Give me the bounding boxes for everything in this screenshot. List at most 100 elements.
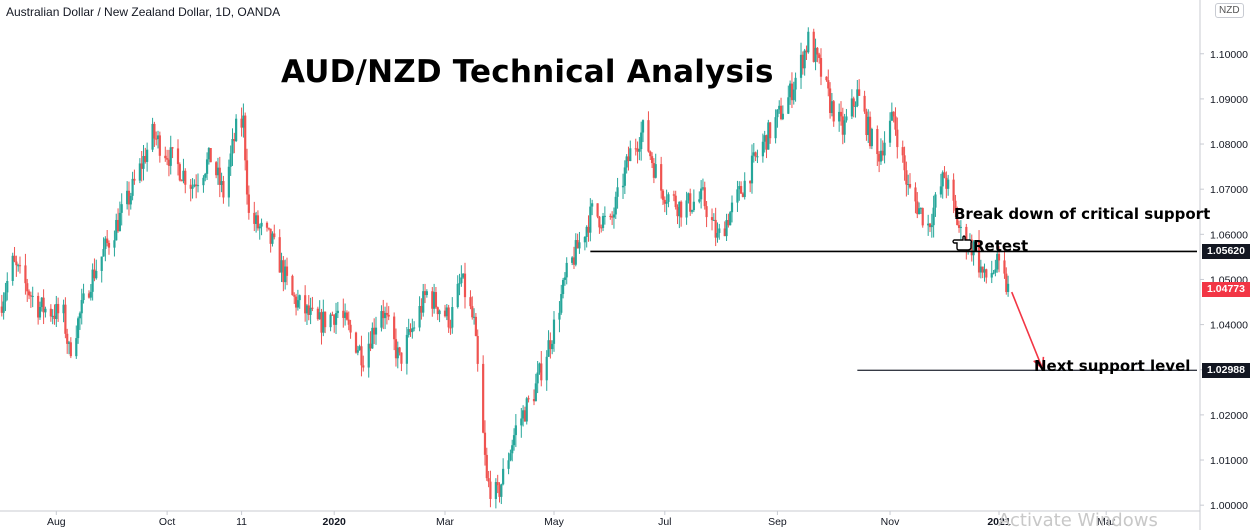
down-candle: [369, 331, 372, 352]
down-candle: [349, 319, 352, 339]
arrow-shaft: [1010, 291, 1044, 370]
time-tick-label: May: [544, 516, 565, 528]
up-candle: [601, 212, 605, 232]
down-candle: [703, 181, 706, 210]
up-candle: [941, 170, 944, 199]
down-candle: [256, 210, 260, 231]
up-candle: [235, 114, 238, 143]
time-axis[interactable]: Aug Oct 11 2020 Mar May Jul Sep Nov 2021 Mar: [0, 510, 1200, 528]
down-candle: [650, 152, 654, 168]
down-candle: [894, 107, 897, 136]
up-candle: [736, 180, 739, 212]
down-candle: [420, 298, 423, 320]
up-candle: [514, 414, 517, 448]
down-candle: [714, 207, 717, 247]
up-candle: [756, 149, 759, 164]
down-candle: [661, 189, 665, 205]
down-candle: [705, 201, 708, 228]
up-candle: [231, 128, 234, 166]
price-tick-label: 1.04000: [1210, 320, 1248, 332]
time-tick-label: 11: [236, 516, 247, 528]
up-candle: [623, 160, 626, 195]
up-candle: [260, 218, 263, 236]
down-candle: [647, 111, 650, 153]
time-tick-label: 2021: [987, 516, 1011, 528]
up-candle: [336, 301, 339, 318]
up-candle: [888, 112, 892, 147]
up-candle: [692, 189, 695, 213]
up-candle: [169, 135, 172, 175]
down-candle: [868, 111, 872, 149]
up-candle: [196, 173, 200, 193]
down-candle: [195, 174, 198, 199]
price-axis[interactable]: 1.100001.090001.080001.070001.060001.050…: [1199, 0, 1248, 530]
up-candle: [40, 296, 43, 312]
up-candle: [502, 458, 505, 486]
down-candle: [158, 131, 161, 163]
down-candle: [354, 331, 358, 354]
price-tick-label: 1.07000: [1210, 184, 1248, 196]
up-candle: [565, 257, 568, 285]
up-candle: [113, 230, 116, 257]
up-candle: [75, 325, 78, 359]
down-candle: [598, 215, 601, 234]
up-candle: [979, 259, 982, 279]
down-candle: [652, 158, 655, 184]
down-candle: [549, 332, 552, 359]
down-candle: [345, 310, 349, 321]
down-candle: [362, 355, 365, 372]
down-candle: [905, 161, 908, 197]
down-candle: [265, 221, 269, 232]
down-candle: [222, 175, 225, 204]
down-candle: [49, 304, 52, 322]
down-candle: [320, 308, 323, 345]
up-candle: [667, 192, 670, 208]
support-price-badge: 1.05620: [1202, 243, 1250, 259]
down-candle: [443, 304, 447, 318]
down-candle: [587, 215, 590, 242]
up-candle: [776, 109, 779, 128]
down-candle: [42, 289, 45, 325]
up-candle: [120, 193, 123, 226]
down-candle: [324, 311, 327, 334]
down-candle: [634, 138, 637, 156]
up-candle: [560, 284, 563, 315]
up-candle: [612, 207, 616, 229]
down-candle: [282, 256, 285, 292]
down-candle: [37, 292, 40, 325]
up-candle: [258, 223, 261, 240]
down-candle: [527, 395, 530, 403]
up-candle: [193, 179, 196, 188]
up-candle: [31, 286, 34, 308]
currency-label[interactable]: NZD: [1215, 3, 1244, 18]
up-candle: [763, 130, 766, 153]
down-candle: [245, 148, 249, 205]
up-candle: [458, 273, 461, 296]
up-candle: [552, 311, 556, 352]
up-candle: [102, 237, 105, 257]
up-candle: [284, 259, 287, 290]
up-candle: [854, 101, 857, 118]
up-candle: [725, 213, 728, 242]
down-candle: [921, 207, 924, 228]
down-candle: [765, 134, 768, 159]
up-candle: [578, 231, 581, 254]
down-candle: [908, 173, 912, 189]
up-candle: [129, 192, 132, 210]
down-candle: [663, 196, 666, 213]
down-candle: [293, 292, 296, 304]
down-candle: [1003, 249, 1006, 279]
up-candle: [545, 350, 548, 391]
down-candle: [347, 311, 350, 331]
up-candle: [462, 273, 465, 279]
down-candle: [166, 149, 169, 166]
up-candle: [104, 236, 107, 262]
up-candle: [4, 282, 7, 312]
up-candle: [55, 295, 58, 327]
down-candle: [956, 206, 959, 226]
up-candle: [625, 154, 628, 174]
up-candle: [665, 189, 668, 215]
up-candle: [700, 180, 703, 209]
up-candle: [716, 222, 719, 243]
